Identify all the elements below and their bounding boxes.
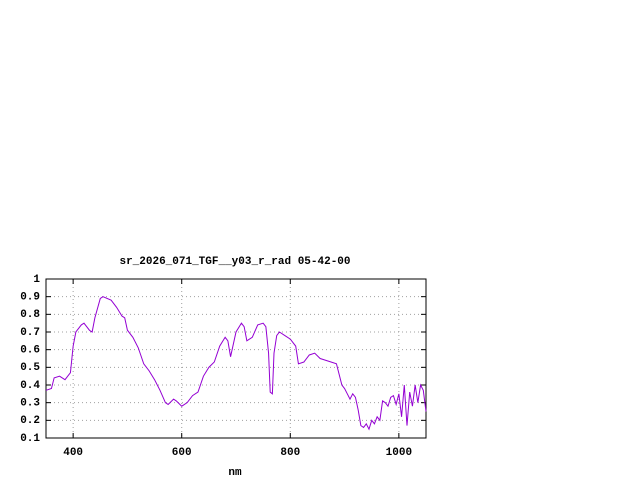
y-tick-label: 0.2 <box>20 415 40 427</box>
x-tick-label: 400 <box>63 447 83 459</box>
chart-title: sr_2026_071_TGF__y03_r_rad 05-42-00 <box>119 256 350 268</box>
x-tick-label: 600 <box>172 447 192 459</box>
y-tick-label: 1 <box>33 274 40 286</box>
x-tick-label: 800 <box>280 447 300 459</box>
y-tick-label: 0.6 <box>20 345 40 357</box>
y-tick-label: 0.3 <box>20 398 40 410</box>
y-tick-label: 0.7 <box>20 327 40 339</box>
data-line <box>45 296 427 431</box>
y-tick-label: 0.1 <box>20 433 40 445</box>
y-tick-label: 0.8 <box>20 309 40 321</box>
y-tick-label: 0.9 <box>20 292 40 304</box>
y-tick-label: 0.4 <box>20 380 40 392</box>
x-tick-label: 1000 <box>386 447 412 459</box>
x-axis-label: nm <box>228 467 242 479</box>
y-tick-label: 0.5 <box>20 362 40 374</box>
plot-border <box>45 278 427 439</box>
